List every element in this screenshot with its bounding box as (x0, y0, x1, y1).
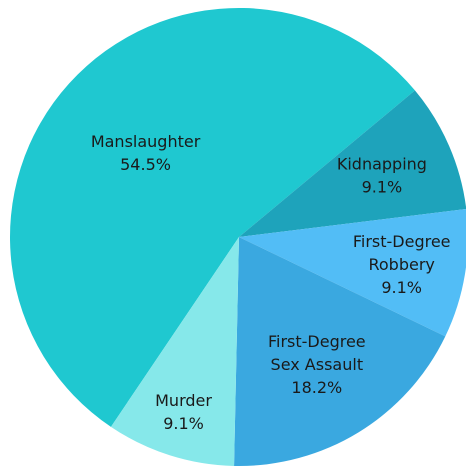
label-line: First-Degree (268, 332, 366, 351)
label-line: Robbery (368, 255, 434, 274)
value-label: 9.1% (381, 278, 422, 297)
value-label: 18.2% (291, 378, 342, 397)
slice-label: First-Degree Sex Assault (268, 332, 366, 374)
label-line: Murder (155, 391, 212, 410)
pie-slice (239, 208, 466, 337)
pie-slice (239, 90, 466, 237)
slice-label: First-Degree Robbery (353, 232, 451, 274)
label-line: First-Degree (353, 232, 451, 251)
slice-label: Murder (155, 391, 212, 410)
pie-slice (9, 7, 415, 427)
label-line: Manslaughter (91, 132, 201, 151)
pie-slice (234, 237, 446, 466)
label-line: Sex Assault (271, 355, 364, 374)
label-line: Kidnapping (337, 155, 427, 174)
slice-label: Manslaughter (91, 132, 201, 151)
value-label: 54.5% (120, 155, 171, 174)
pie-slice (110, 237, 239, 466)
slice-label: Kidnapping (337, 155, 427, 174)
value-label: 9.1% (163, 414, 204, 433)
value-label: 9.1% (362, 178, 403, 197)
